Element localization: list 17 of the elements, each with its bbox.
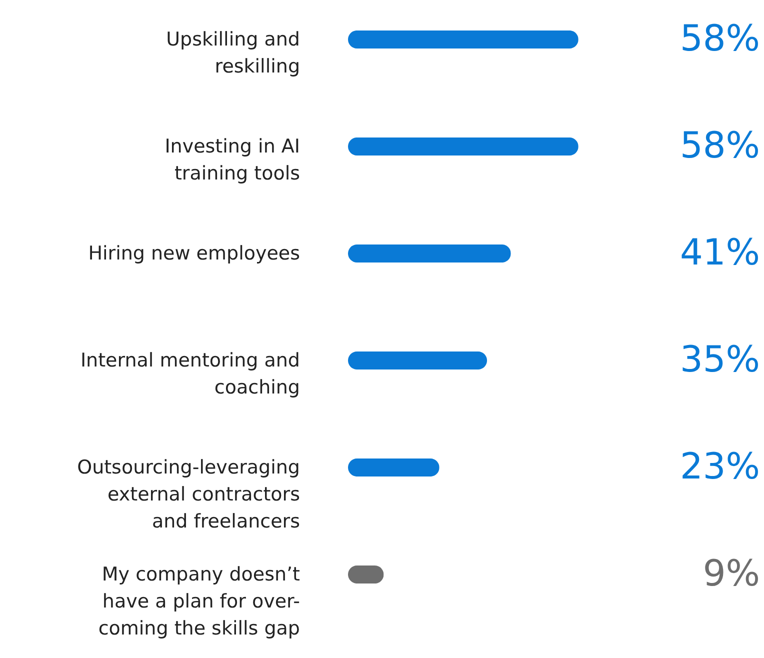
y-tick-label: My company doesn’t have a plan for over-coming the skills gap: [98, 564, 300, 640]
y-tick-label: Internal mentoring and coaching: [80, 350, 300, 399]
bar: [348, 30, 578, 48]
bar: [348, 244, 511, 262]
bar: [348, 352, 488, 370]
data-label: 58%: [680, 125, 760, 166]
y-tick-label: Upskilling and reskilling: [166, 28, 300, 78]
bar: [348, 458, 440, 477]
data-label: 9%: [702, 554, 760, 595]
data-label: 41%: [680, 232, 760, 274]
y-tick-label: Investing in AI training tools: [164, 135, 300, 184]
data-label: 35%: [680, 340, 760, 381]
y-tick-label: Hiring new employees: [88, 242, 300, 264]
data-label: 23%: [680, 446, 760, 488]
y-tick-label: Outsourcing-leveraging external contractors and freelancers: [77, 456, 300, 533]
data-label: 58%: [680, 18, 760, 60]
bar: [348, 137, 578, 156]
